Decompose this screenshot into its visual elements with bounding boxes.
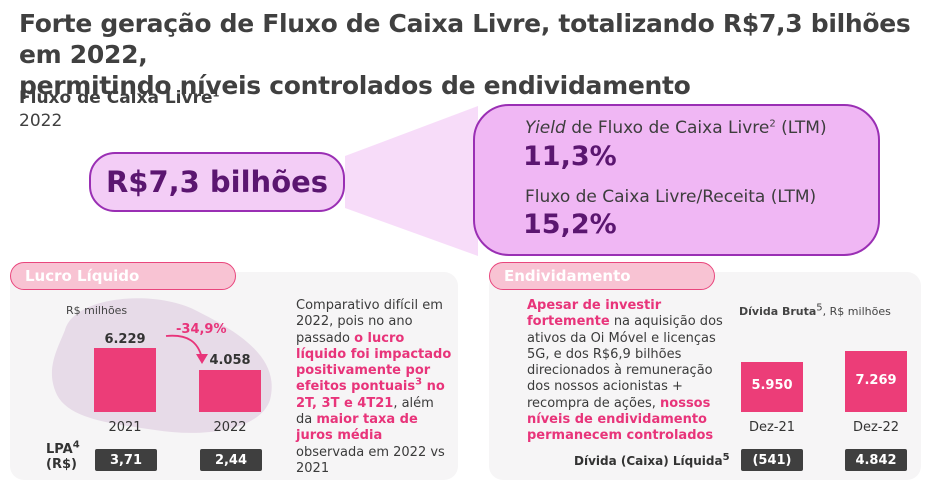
lpa-unit: (R$) [46,457,77,472]
net-debt-dez-22: 4.842 [845,449,907,471]
axis-dez-21: Dez-21 [748,420,796,435]
yield-label-suffix: (LTM) [775,118,827,138]
fcf-bubble [89,152,345,212]
axis-dez-22: Dez-22 [852,420,900,435]
net-debt-label: Dívida (Caixa) Líquida5 [574,452,730,469]
bar-2022 [199,370,261,412]
lucro-text-5: maior taxa de juros média [296,412,418,444]
lpa-footnote: 4 [72,439,80,451]
lucro-header: Lucro Líquido [10,262,236,290]
lucro-footnote: 3 [415,377,423,389]
yield-label: Yield de Fluxo de Caixa Livre2 (LTM) [525,118,827,138]
section-subtitle: Fluxo de Caixa Livre1 [19,88,219,108]
change-arrow [165,334,208,364]
bar-value-dez-21: 5.950 [751,378,793,393]
subtitle-footnote: 1 [212,88,220,100]
debt-chart-unit: , R$ milhões [822,305,891,318]
bar-value-dez-22: 7.269 [855,373,897,388]
bar-value-2022: 4.058 [209,353,251,368]
bar-2021 [94,348,156,412]
endiv-text-1: Apesar de investir fortemente [527,298,662,330]
lpa-label: LPA4 (R$) [46,439,80,472]
axis-2021: 2021 [108,420,142,435]
bar-value-2021: 6.229 [104,332,146,347]
yield-label-italic: Yield [525,118,566,138]
bar-dez-22 [845,351,907,412]
debt-chart-title-text: Dívida Bruta [739,305,817,318]
lpa-2021: 3,71 [95,449,157,471]
bar-dez-21 [741,362,803,412]
yield-footnote: 2 [769,118,776,130]
net-debt-label-text: Dívida (Caixa) Líquida [574,454,723,468]
page-title: Forte geração de Fluxo de Caixa Livre, t… [19,8,919,101]
title-line-2: permitindo níveis controlados de endivid… [19,71,691,100]
axis-2022: 2022 [213,420,247,435]
fcf-revenue-value: 15,2% [523,209,617,240]
lucro-text-6: observada em 2022 vs 2021 [296,444,445,476]
lucro-unit: R$ milhões [66,304,128,317]
fcf-revenue-label: Fluxo de Caixa Livre/Receita (LTM) [525,187,817,207]
lucro-text-2: o lucro líquido foi impactado positivame… [296,330,452,395]
lucro-text-4: , além da [296,395,434,428]
fcf-value: R$7,3 bilhões [105,165,329,199]
change-label: -34,9% [176,322,227,337]
endiv-text-3: nossos níveis de endividamento permanece… [527,395,714,444]
subtitle-text: Fluxo de Caixa Livre [19,88,213,108]
endividamento-header: Endividamento [489,262,715,290]
yield-label-rest: de Fluxo de Caixa Livre [565,118,770,138]
net-debt-footnote: 5 [722,452,730,463]
endividamento-paragraph: Apesar de investir fortemente na aquisiç… [527,298,727,445]
lucro-text-1: Comparativo difícil em 2022, pois no ano… [296,298,443,346]
debt-footnote: 5 [816,302,823,314]
endiv-text-2: na aquisição dos ativos da Oi Móvel e li… [527,314,723,411]
lpa-2022: 2,44 [200,449,262,471]
lucro-paragraph: Comparativo difícil em 2022, pois no ano… [296,298,452,477]
metrics-bubble [473,104,880,256]
lucro-text-3: no 2T, 3T e 4T21 [296,379,445,411]
yield-value: 11,3% [523,141,617,172]
title-line-1: Forte geração de Fluxo de Caixa Livre, t… [19,9,911,69]
net-debt-dez-21: (541) [741,449,803,471]
subtitle-year: 2022 [19,111,63,131]
lpa-label-text: LPA [46,442,73,457]
debt-chart-title: Dívida Bruta5, R$ milhões [739,302,891,318]
